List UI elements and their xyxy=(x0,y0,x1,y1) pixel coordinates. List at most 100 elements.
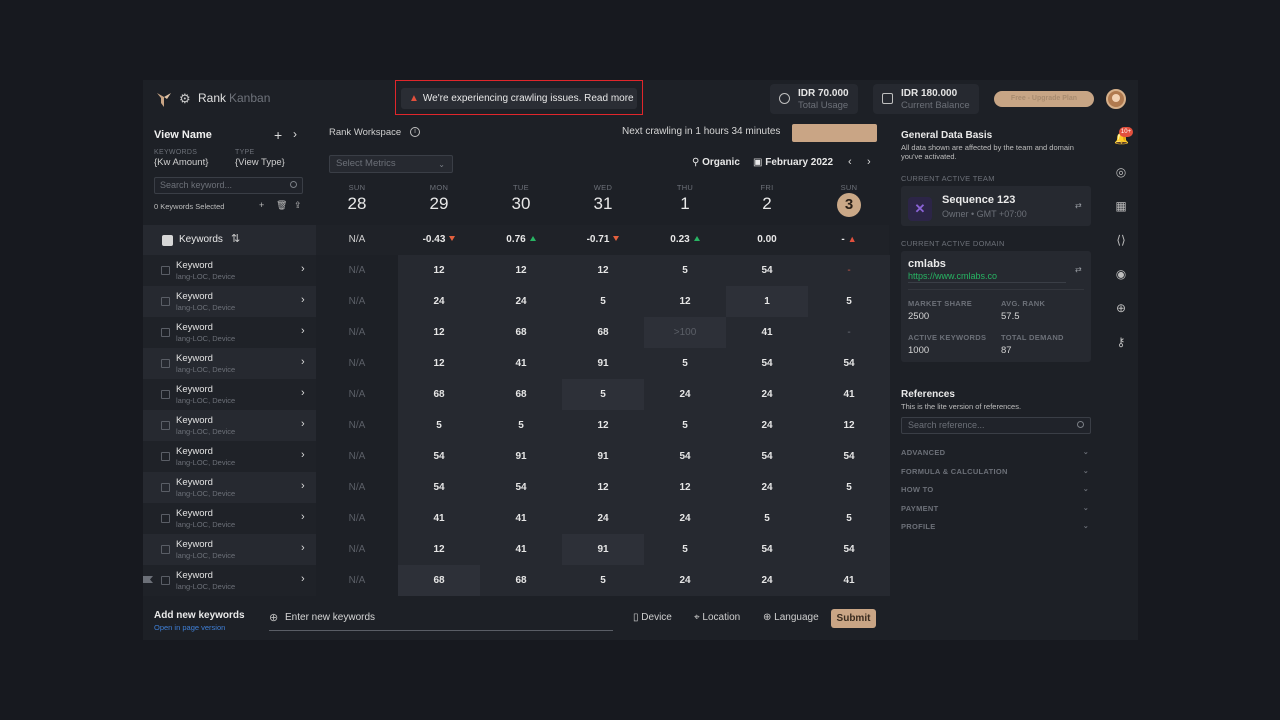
rank-cell[interactable]: - xyxy=(808,255,890,286)
rank-cell[interactable]: 12 xyxy=(562,255,644,286)
today-date[interactable]: 3 xyxy=(837,193,861,217)
rank-cell[interactable]: 24 xyxy=(726,565,808,596)
rank-cell[interactable]: 41 xyxy=(808,379,890,410)
next-month-icon[interactable]: › xyxy=(867,156,871,168)
accordion-item[interactable]: PROFILE ⌄ xyxy=(901,522,1089,531)
rank-cell[interactable]: 91 xyxy=(562,534,644,565)
gear-icon[interactable]: ⚙ xyxy=(179,91,191,106)
upgrade-plan-button[interactable]: Free - Upgrade Plan xyxy=(994,91,1094,107)
keyword-row[interactable]: Keyword lang-LOC, Device › xyxy=(143,565,316,596)
target-icon[interactable]: ◎ xyxy=(1115,165,1127,179)
key-icon[interactable]: ⚷ xyxy=(1116,335,1126,349)
rank-cell[interactable]: 91 xyxy=(562,441,644,472)
keyword-checkbox[interactable] xyxy=(161,359,170,368)
export-icon[interactable]: ⇪ xyxy=(294,200,302,210)
crawl-now-button[interactable] xyxy=(792,124,877,142)
keyword-row[interactable]: Keyword lang-LOC, Device › xyxy=(143,286,316,317)
chevron-right-icon[interactable]: › xyxy=(301,573,305,585)
rank-cell[interactable]: 68 xyxy=(562,317,644,348)
keyword-row[interactable]: Keyword lang-LOC, Device › xyxy=(143,255,316,286)
rank-cell[interactable]: 24 xyxy=(644,565,726,596)
search-reference-input[interactable]: Search reference... xyxy=(901,417,1091,434)
view-mode-kanban[interactable]: Kanban xyxy=(229,91,271,105)
code-icon[interactable]: ⟨⟩ xyxy=(1116,233,1126,247)
rank-cell[interactable]: 54 xyxy=(808,441,890,472)
user-avatar[interactable] xyxy=(1106,89,1126,109)
chevron-right-icon[interactable]: › xyxy=(301,263,305,275)
rank-cell[interactable]: 54 xyxy=(398,441,480,472)
add-view-icon[interactable]: + xyxy=(274,127,283,143)
accordion-item[interactable]: PAYMENT ⌄ xyxy=(901,504,1089,513)
submit-button[interactable]: Submit xyxy=(831,609,876,628)
rank-cell[interactable]: N/A xyxy=(316,503,398,534)
chevron-right-icon[interactable]: › xyxy=(301,356,305,368)
keyword-checkbox[interactable] xyxy=(161,483,170,492)
current-balance-card[interactable]: IDR 180.000 Current Balance xyxy=(873,84,979,114)
add-keyword-icon[interactable]: + xyxy=(259,200,265,210)
rank-cell[interactable]: 5 xyxy=(562,379,644,410)
rank-cell[interactable]: N/A xyxy=(316,255,398,286)
globe-icon[interactable]: ⊕ xyxy=(1115,301,1127,315)
search-type-organic[interactable]: ⚲ Organic xyxy=(692,157,740,168)
chevron-right-icon[interactable]: › xyxy=(301,511,305,523)
rank-cell[interactable]: 41 xyxy=(808,565,890,596)
rank-cell[interactable]: 5 xyxy=(726,503,808,534)
trash-icon[interactable]: 🗑 xyxy=(276,200,288,210)
rank-cell[interactable]: 24 xyxy=(480,286,562,317)
rank-cell[interactable]: 1 xyxy=(726,286,808,317)
rank-cell[interactable]: 24 xyxy=(562,503,644,534)
rank-cell[interactable]: 24 xyxy=(398,286,480,317)
rank-cell[interactable]: 5 xyxy=(644,534,726,565)
rank-cell[interactable]: 12 xyxy=(562,410,644,441)
rank-cell[interactable]: 12 xyxy=(398,317,480,348)
rank-cell[interactable]: 5 xyxy=(808,286,890,317)
rank-cell[interactable]: N/A xyxy=(316,286,398,317)
rank-cell[interactable]: 54 xyxy=(726,348,808,379)
rank-cell[interactable]: N/A xyxy=(316,410,398,441)
rank-cell[interactable]: 68 xyxy=(398,565,480,596)
rank-cell[interactable]: 5 xyxy=(398,410,480,441)
rank-cell[interactable]: 91 xyxy=(480,441,562,472)
keyword-checkbox[interactable] xyxy=(161,452,170,461)
rank-cell[interactable]: 5 xyxy=(808,472,890,503)
crawling-alert[interactable]: ▲ We're experiencing crawling issues. Rea… xyxy=(395,80,643,115)
prev-month-icon[interactable]: ‹ xyxy=(848,156,852,168)
keyword-checkbox[interactable] xyxy=(161,390,170,399)
rank-cell[interactable]: 12 xyxy=(398,348,480,379)
rank-cell[interactable]: 54 xyxy=(808,534,890,565)
rank-cell[interactable]: N/A xyxy=(316,379,398,410)
keyword-checkbox[interactable] xyxy=(161,576,170,585)
rank-cell[interactable]: 24 xyxy=(726,379,808,410)
chevron-right-icon[interactable]: › xyxy=(301,418,305,430)
chevron-right-icon[interactable]: › xyxy=(293,127,297,141)
rank-cell[interactable]: 5 xyxy=(644,348,726,379)
chevron-right-icon[interactable]: › xyxy=(301,542,305,554)
keyword-checkbox[interactable] xyxy=(161,545,170,554)
keyword-row[interactable]: Keyword lang-LOC, Device › xyxy=(143,472,316,503)
rank-cell[interactable]: 54 xyxy=(726,441,808,472)
switch-domain-icon[interactable]: ⇄ xyxy=(1075,265,1082,274)
keyword-row[interactable]: Keyword lang-LOC, Device › xyxy=(143,379,316,410)
rank-cell[interactable]: 54 xyxy=(480,472,562,503)
select-all-checkbox[interactable] xyxy=(162,235,173,246)
search-keyword-input[interactable]: Search keyword... xyxy=(154,177,303,194)
rank-cell[interactable]: 24 xyxy=(726,410,808,441)
keyword-checkbox[interactable] xyxy=(161,514,170,523)
keyword-row[interactable]: Keyword lang-LOC, Device › xyxy=(143,317,316,348)
rank-cell[interactable]: 5 xyxy=(644,255,726,286)
rank-cell[interactable]: 68 xyxy=(480,317,562,348)
total-usage-card[interactable]: IDR 70.000 Total Usage xyxy=(770,84,858,114)
camera-icon[interactable]: ◉ xyxy=(1115,267,1127,281)
rank-cell[interactable]: 5 xyxy=(808,503,890,534)
rank-cell[interactable]: 12 xyxy=(398,534,480,565)
rank-cell[interactable]: 68 xyxy=(398,379,480,410)
rank-cell[interactable]: 41 xyxy=(480,534,562,565)
rank-cell[interactable]: 5 xyxy=(562,565,644,596)
rank-cell[interactable]: 41 xyxy=(480,503,562,534)
rank-cell[interactable]: N/A xyxy=(316,472,398,503)
month-picker[interactable]: ▣ February 2022 xyxy=(753,157,833,168)
keyword-checkbox[interactable] xyxy=(161,297,170,306)
location-option[interactable]: ⌖ Location xyxy=(694,612,740,623)
keyword-checkbox[interactable] xyxy=(161,421,170,430)
rank-cell[interactable]: 12 xyxy=(480,255,562,286)
